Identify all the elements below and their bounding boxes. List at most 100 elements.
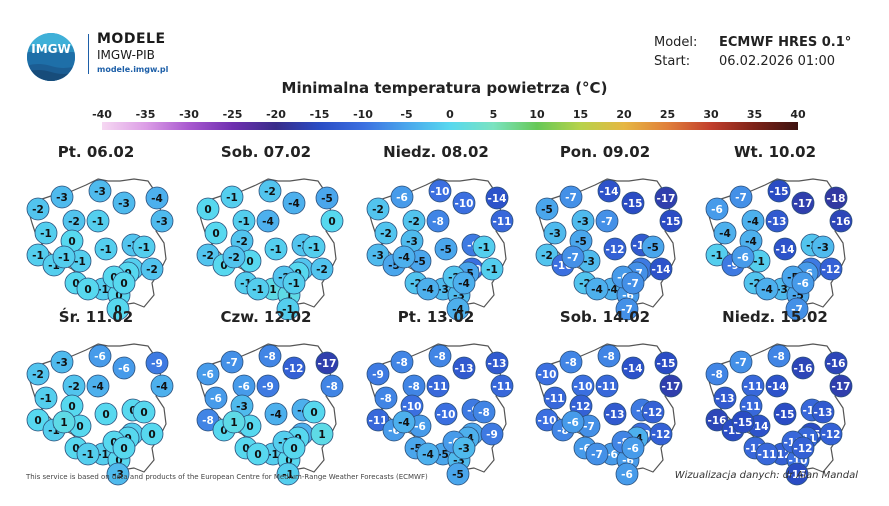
station-value: -16: [794, 363, 813, 375]
station-value: 0: [220, 260, 227, 272]
station-marker: [705, 362, 729, 386]
station-value: 0: [246, 256, 253, 268]
station-value: -6: [621, 469, 633, 481]
station-marker: [559, 350, 583, 374]
station-marker: [258, 179, 282, 203]
station-value: -3: [56, 192, 68, 204]
station-value: -3: [817, 242, 829, 254]
station-value: -12: [652, 429, 671, 441]
station-marker: [258, 344, 282, 368]
station-marker: [559, 185, 583, 209]
start-value: 06.02.2026 01:00: [719, 54, 836, 69]
station-value: -13: [814, 407, 833, 419]
station-marker: [767, 179, 791, 203]
station-value: 1: [318, 429, 325, 441]
station-value: -4: [151, 193, 163, 205]
station-value: -3: [118, 198, 130, 210]
scale-tick-label: -15: [310, 108, 330, 121]
station-marker: [767, 344, 791, 368]
station-marker: [659, 209, 683, 233]
station-value: -4: [92, 381, 104, 393]
station-value: -7: [627, 278, 639, 290]
day-panel: Niedz. 08.02 -6 -10 -2 -10 -14 -2 -8 -11 -2 -3 -3 -5…: [366, 143, 514, 321]
station-value: -9: [262, 381, 274, 393]
station-marker: [480, 257, 504, 281]
station-value: -4: [458, 278, 470, 290]
station-value: -10: [431, 186, 450, 198]
station-value: -8: [478, 407, 490, 419]
day-panel: Pon. 09.02-7 -14-5 -15 -17-3 -7 -15-3-5-2 -12-…: [535, 143, 683, 321]
station-marker: [276, 462, 300, 486]
station-value: -6: [711, 204, 723, 216]
station-value: -9: [727, 260, 739, 272]
station-value: -3: [583, 256, 595, 268]
station-value: -1: [238, 216, 250, 228]
station-value: -3: [437, 284, 449, 296]
station-value: -16: [832, 216, 851, 228]
station-value: -2: [316, 264, 328, 276]
scale-tick-label: 20: [616, 108, 632, 121]
station-value: -3: [549, 228, 561, 240]
station-marker: [603, 402, 627, 426]
brand-url-link[interactable]: modele.imgw.pl: [97, 65, 169, 74]
station-value: -1: [58, 252, 70, 264]
station-marker: [145, 186, 169, 210]
scale-tick-label: 35: [747, 108, 762, 121]
station-value: 0: [72, 443, 79, 455]
station-value: 0: [220, 425, 227, 437]
station-marker: [150, 374, 174, 398]
station-marker: [150, 209, 174, 233]
station-value: -15: [662, 216, 681, 228]
station-marker: [755, 277, 779, 301]
day-panel: Czw. 12.02-7-8-6-12-17-6-9-8-6-3-8-4-400…: [196, 308, 344, 486]
station-value: -4: [606, 284, 618, 296]
station-value: -2: [410, 278, 422, 290]
station-marker: [132, 400, 156, 424]
station-marker: [88, 344, 112, 368]
station-marker: [52, 410, 76, 434]
station-value: 0: [328, 216, 335, 228]
station-marker: [791, 436, 815, 460]
station-marker: [755, 442, 779, 466]
station-marker: [641, 235, 665, 259]
station-value: -15: [770, 186, 789, 198]
scale-tick-label: 40: [790, 108, 806, 121]
station-value: -1: [32, 250, 44, 262]
station-marker: [773, 402, 797, 426]
station-marker: [490, 374, 514, 398]
model-value: ECMWF HRES 0.1°: [719, 35, 852, 50]
station-value: -1: [711, 250, 723, 262]
station-marker: [426, 209, 450, 233]
station-marker: [597, 344, 621, 368]
station-value: -2: [236, 236, 248, 248]
station-marker: [729, 185, 753, 209]
station-marker: [196, 362, 220, 386]
station-value: -1: [753, 256, 765, 268]
station-value: 0: [115, 455, 122, 467]
station-value: -6: [579, 443, 591, 455]
station-value: -13: [768, 216, 787, 228]
station-value: -6: [622, 290, 634, 302]
station-value: -5: [792, 290, 804, 302]
day-title: Niedz. 08.02: [383, 143, 489, 161]
station-marker: [94, 237, 118, 261]
station-value: -5: [437, 449, 449, 461]
day-panel: Śr. 11.02-3-6-2-6-9-2-4-4-10000-10-100-1…: [26, 307, 174, 486]
station-marker: [112, 191, 136, 215]
station-value: -7: [601, 216, 613, 228]
station-marker: [256, 374, 280, 398]
station-value: -12: [572, 401, 591, 413]
station-value: 0: [72, 278, 79, 290]
station-value: -8: [434, 351, 446, 363]
station-value: -5: [541, 204, 553, 216]
station-marker: [50, 185, 74, 209]
station-marker: [595, 374, 619, 398]
station-value: -5: [452, 469, 464, 481]
station-marker: [621, 271, 645, 295]
station-marker: [731, 410, 755, 434]
station-marker: [452, 356, 476, 380]
station-value: -4: [262, 216, 274, 228]
station-value: -14: [488, 193, 507, 205]
station-value: -3: [453, 290, 465, 302]
station-value: -10: [538, 369, 557, 381]
